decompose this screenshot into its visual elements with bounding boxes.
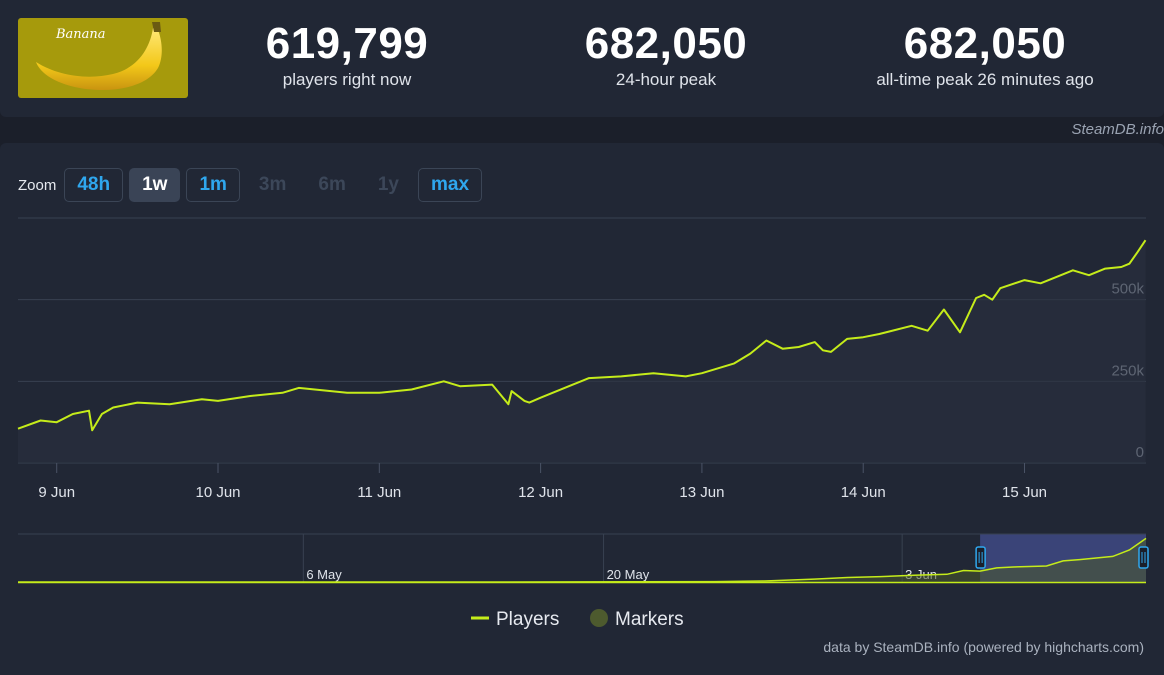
peak-24h-stat: 682,050 24-hour peak (551, 18, 781, 90)
chart-legend[interactable]: Players Markers (471, 609, 684, 630)
zoom-1w-button[interactable]: 1w (129, 168, 181, 202)
x-tick-label: 12 Jun (518, 484, 563, 501)
x-axis: 9 Jun 10 Jun 11 Jun 12 Jun 13 Jun 14 Jun 15 Ju… (38, 463, 1047, 501)
steamdb-credit[interactable]: SteamDB.info (1071, 121, 1164, 138)
players-line[interactable] (17, 239, 1147, 432)
x-tick-label: 13 Jun (679, 484, 724, 501)
legend-markers-label: Markers (615, 609, 684, 630)
x-tick-label: 11 Jun (357, 484, 401, 501)
x-tick-label: 10 Jun (195, 484, 240, 501)
zoom-1m-button[interactable]: 1m (186, 168, 240, 202)
navigator[interactable]: 6 May 20 May 3 Jun (18, 533, 1149, 584)
navigator-left-handle[interactable] (975, 546, 986, 569)
all-time-peak-stat: 682,050 all-time peak 26 minutes ago (845, 18, 1125, 90)
handle-body (1138, 546, 1149, 569)
zoom-3m-button: 3m (258, 174, 287, 195)
navigator-label: 20 May (607, 567, 650, 582)
x-tick-label: 14 Jun (841, 484, 886, 501)
players-now-label: players right now (282, 70, 412, 89)
x-tick-label: 9 Jun (38, 484, 75, 501)
zoom-6m-button: 6m (318, 174, 346, 195)
legend-item-players[interactable]: Players (471, 609, 559, 630)
peak-24h-label: 24-hour peak (615, 70, 717, 89)
zoom-max-button[interactable]: max (418, 168, 483, 202)
navigator-label: 6 May (306, 567, 342, 582)
navigator-right-handle[interactable] (1138, 546, 1149, 569)
players-area (18, 240, 1146, 463)
x-tick-label: 15 Jun (1002, 484, 1047, 501)
zoom-controls: Zoom 48h 1w 1m 3m 6m 1y max (18, 167, 488, 203)
players-now-stat: 619,799 players right now (232, 18, 462, 90)
zoom-1y-button: 1y (377, 174, 399, 195)
navigator-line (18, 537, 1147, 583)
zoom-48h-button[interactable]: 48h (64, 168, 124, 202)
navigator-area (18, 538, 1146, 582)
players-series[interactable] (17, 239, 1147, 463)
game-logo[interactable]: Banana (18, 18, 188, 98)
zoom-label: Zoom (18, 176, 57, 194)
logo-text: Banana (56, 27, 106, 42)
handle-body (975, 546, 986, 569)
chart-source-credit[interactable]: data by SteamDB.info (powered by highcha… (823, 639, 1144, 655)
all-time-peak-label: all-time peak 26 minutes ago (876, 70, 1094, 89)
legend-item-markers[interactable]: Markers (590, 609, 684, 630)
legend-markers-swatch (590, 609, 608, 627)
players-now-value: 619,799 (265, 19, 429, 68)
all-time-peak-value: 682,050 (903, 19, 1067, 68)
banana-icon (36, 22, 162, 91)
peak-24h-value: 682,050 (584, 19, 748, 68)
legend-players-label: Players (496, 609, 559, 630)
header: Banana 619,799 players right now 682,050… (0, 0, 1164, 117)
